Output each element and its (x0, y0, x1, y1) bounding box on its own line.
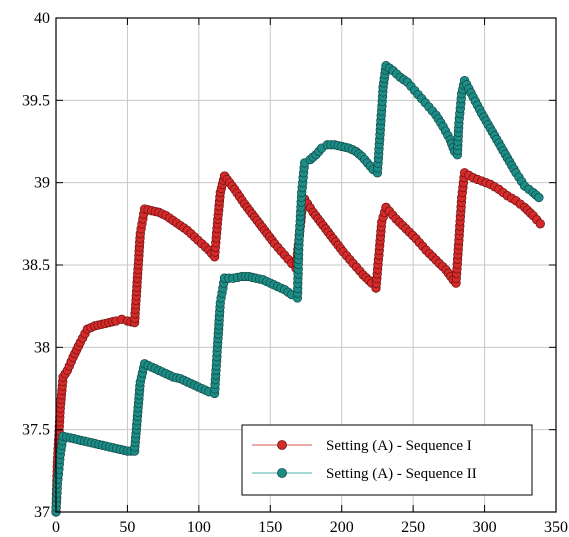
tick-marks (55, 17, 557, 513)
y-tick-label: 37 (34, 504, 50, 521)
x-tick-labels: 0 50 100 150 200 250 300 350 (52, 519, 568, 536)
legend-entry-sequence-1: Setting (A) - Sequence I (252, 438, 472, 454)
x-tick-label: 50 (119, 519, 135, 536)
x-tick-label: 350 (544, 519, 568, 536)
y-tick-labels: 37 37.5 38 38.5 39 39.5 40 (22, 10, 50, 521)
x-tick-label: 100 (187, 519, 211, 536)
data-point (534, 192, 544, 203)
y-tick-label: 37.5 (22, 422, 50, 439)
y-tick-label: 39.5 (22, 92, 50, 109)
y-tick-label: 38 (34, 339, 50, 356)
y-tick-label: 40 (34, 10, 50, 27)
y-tick-label: 38.5 (22, 257, 50, 274)
x-tick-label: 0 (52, 519, 60, 536)
legend-marker-sequence-2 (277, 468, 287, 478)
legend: Setting (A) - Sequence I Setting (A) - S… (241, 424, 533, 496)
x-tick-label: 250 (401, 519, 425, 536)
data-point (535, 219, 545, 229)
legend-label-sequence-2: Setting (A) - Sequence II (326, 466, 477, 482)
legend-label-sequence-1: Setting (A) - Sequence I (326, 438, 472, 454)
x-tick-label: 150 (258, 519, 282, 536)
x-tick-label: 200 (330, 519, 354, 536)
legend-marker-sequence-1 (277, 440, 287, 450)
legend-entry-sequence-2: Setting (A) - Sequence II (252, 466, 477, 482)
y-tick-label: 39 (34, 175, 50, 192)
series-points (51, 61, 545, 517)
x-tick-label: 300 (473, 519, 497, 536)
legend-box (241, 424, 533, 496)
